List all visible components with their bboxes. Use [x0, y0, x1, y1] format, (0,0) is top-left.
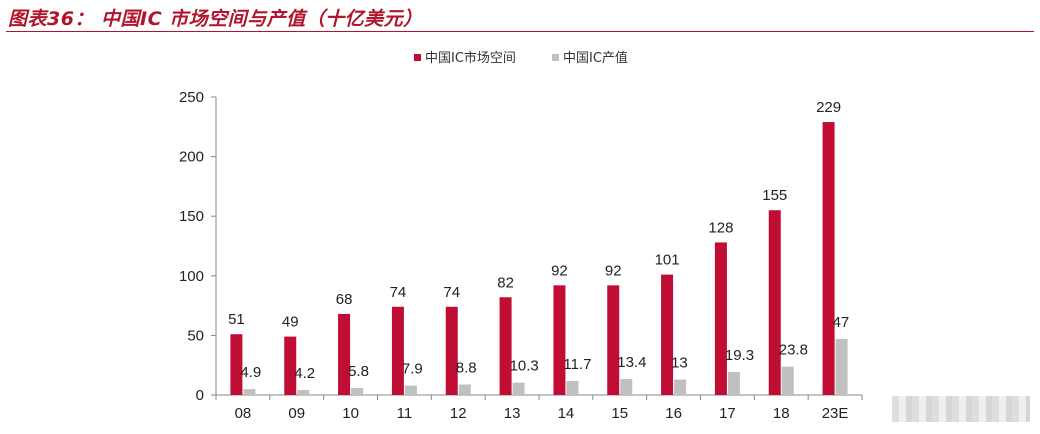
data-label-output: 8.8 — [456, 360, 477, 377]
bar-output — [566, 381, 579, 395]
data-label-output: 4.9 — [240, 364, 261, 381]
bar-output — [727, 371, 740, 395]
bar-market — [553, 285, 566, 395]
x-tick-label: 10 — [342, 405, 359, 422]
bar-output — [243, 389, 256, 395]
legend-item-market: 中国IC市场空间 — [414, 50, 516, 66]
data-label-market: 229 — [816, 99, 841, 116]
data-label-market: 49 — [282, 314, 299, 331]
bar-market — [822, 122, 835, 396]
x-tick-label: 09 — [288, 405, 305, 422]
data-label-output: 10.3 — [510, 358, 539, 375]
bar-market — [661, 274, 674, 395]
bar-market — [284, 336, 297, 395]
x-tick-label: 23E — [822, 405, 849, 422]
data-label-market: 68 — [336, 291, 353, 308]
bar-output — [835, 338, 848, 395]
bars — [230, 122, 848, 396]
x-tick-label: 08 — [235, 405, 252, 422]
bar-market — [391, 306, 404, 395]
bar-output — [351, 388, 364, 395]
data-label-output: 11.7 — [563, 356, 591, 373]
bar-output — [781, 366, 794, 395]
data-label-market: 51 — [228, 311, 245, 328]
bar-market — [768, 210, 781, 395]
x-tick-label: 11 — [397, 405, 413, 422]
data-label-output: 4.2 — [294, 365, 315, 382]
y-tick-label: 250 — [179, 89, 204, 106]
bar-market — [338, 313, 351, 395]
legend: 中国IC市场空间 中国IC产值 — [414, 50, 628, 66]
data-label-market: 92 — [551, 262, 568, 279]
y-tick-label: 50 — [187, 327, 204, 344]
data-label-market: 155 — [762, 187, 787, 204]
y-tick-label: 0 — [196, 387, 204, 404]
data-label-output: 19.3 — [725, 347, 754, 364]
data-label-output: 47 — [833, 314, 850, 331]
legend-swatch — [552, 54, 559, 61]
bar-output — [297, 389, 310, 395]
x-tick-label: 15 — [611, 405, 628, 422]
blurred-watermark — [892, 396, 1030, 422]
data-label-output: 7.9 — [402, 361, 423, 378]
data-label-market: 101 — [655, 252, 680, 269]
y-axis: 0 50 100 150 200 250 — [179, 89, 217, 404]
x-tick-label: 13 — [504, 405, 521, 422]
bar-output — [674, 379, 687, 395]
bar-output — [512, 382, 525, 395]
figure-title: 图表36： 中国IC 市场空间与产值（十亿美元） — [8, 8, 423, 30]
x-tick-label: 16 — [665, 405, 682, 422]
legend-label: 中国IC市场空间 — [425, 50, 516, 66]
bar-market — [714, 242, 727, 395]
data-label-market: 92 — [605, 262, 622, 279]
data-label-market: 74 — [443, 284, 460, 301]
bar-market — [499, 297, 512, 395]
x-tick-label: 14 — [558, 405, 575, 422]
data-label-output: 13 — [671, 355, 688, 372]
data-labels: 51 4.9 49 4.2 68 5.8 74 7.9 74 8.8 82 10.3 92 11.7 92 1… — [228, 99, 849, 382]
data-label-output: 13.4 — [617, 354, 646, 371]
y-tick-label: 200 — [179, 149, 204, 166]
x-tick-label: 18 — [773, 405, 790, 422]
legend-swatch — [414, 54, 421, 61]
y-tick-label: 100 — [179, 268, 204, 285]
legend-label: 中国IC产值 — [563, 50, 628, 66]
bar-market — [607, 285, 620, 395]
y-tick-label: 150 — [179, 208, 204, 225]
data-label-market: 82 — [497, 274, 514, 291]
x-axis: 08 09 10 11 12 13 14 15 16 17 18 23E — [215, 394, 863, 422]
data-label-market: 74 — [390, 284, 407, 301]
data-label-output: 5.8 — [348, 363, 369, 380]
x-tick-label: 17 — [719, 405, 736, 422]
data-label-market: 128 — [708, 219, 733, 236]
legend-item-output: 中国IC产值 — [552, 50, 628, 66]
title-divider — [6, 31, 1034, 32]
bar-output — [620, 379, 633, 395]
bar-market — [230, 334, 243, 395]
bar-output — [404, 385, 417, 395]
bar-output — [458, 384, 471, 395]
bar-market — [445, 306, 458, 395]
x-tick-label: 12 — [450, 405, 467, 422]
data-label-output: 23.8 — [779, 342, 808, 359]
